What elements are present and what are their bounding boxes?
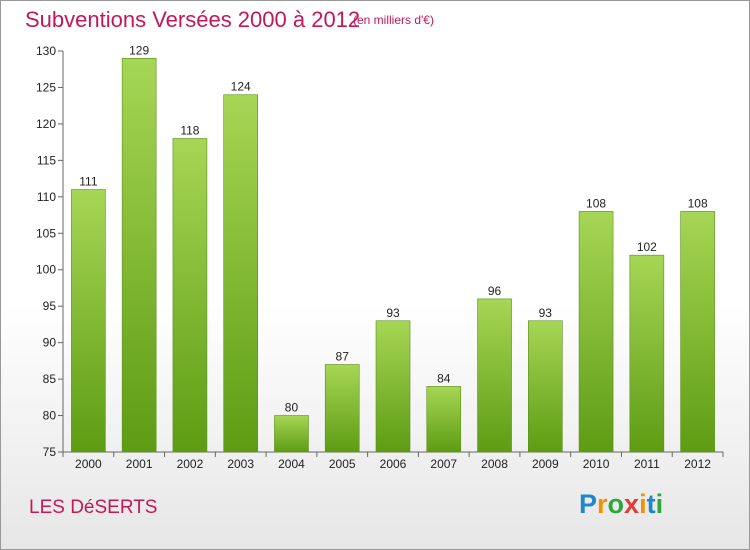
x-tick-label: 2001 [126, 457, 153, 471]
chart-title: Subventions Versées 2000 à 2012 [25, 7, 361, 32]
bars: 111 129 118 124 80 87 93 84 96 93 108 102 108 [71, 43, 715, 453]
logo-letter: i [655, 489, 664, 519]
bar-2008 [477, 298, 512, 453]
bar-value-label: 80 [285, 401, 299, 415]
bar-2003 [223, 94, 258, 453]
bar-value-label: 108 [586, 196, 606, 210]
bar-2011 [629, 254, 665, 453]
x-tick-label: 2007 [430, 457, 457, 471]
y-tick-label: 120 [36, 117, 56, 131]
bar-2006 [375, 320, 411, 453]
bar-value-label: 108 [688, 196, 708, 210]
y-tick-label: 80 [43, 409, 57, 423]
bar-2005 [324, 364, 360, 453]
y-tick-label: 100 [36, 263, 56, 277]
x-tick-label: 2008 [481, 457, 508, 471]
bar-2000 [71, 189, 106, 453]
x-tick-label: 2010 [583, 457, 610, 471]
bar-value-label: 96 [488, 284, 502, 298]
commune-name: LES DéSERTS [29, 497, 158, 518]
logo-letter: i [639, 489, 647, 519]
bar-value-label: 87 [336, 350, 350, 364]
y-tick-label: 105 [36, 226, 56, 240]
logo-letter: x [624, 489, 640, 519]
unit-label: (en milliers d'€) [353, 13, 434, 27]
bar-value-label: 118 [180, 123, 199, 137]
x-tick-label: 2004 [278, 457, 305, 471]
y-tick-label: 75 [43, 445, 57, 459]
x-tick-label: 2006 [380, 457, 407, 471]
logo-letter: r [597, 489, 608, 519]
bar-2007 [426, 386, 462, 453]
bar-value-label: 124 [231, 80, 251, 94]
bar-2009 [528, 320, 563, 453]
x-tick-label: 2003 [227, 457, 254, 471]
bar-2002 [172, 138, 208, 453]
bar-value-label: 84 [437, 371, 451, 385]
x-tick-label: 2009 [532, 457, 559, 471]
bar-2001 [121, 57, 157, 453]
y-tick-label: 85 [43, 372, 57, 386]
proxiti-logo: Proxiti [579, 489, 663, 520]
bar-2004 [274, 415, 309, 453]
logo-letter: P [579, 489, 598, 519]
x-tick-label: 2012 [684, 457, 711, 471]
x-tick-label: 2011 [634, 457, 660, 471]
logo-letter: t [646, 489, 656, 519]
bar-value-label: 93 [539, 306, 553, 320]
bar-value-label: 102 [637, 240, 657, 254]
y-tick-label: 125 [36, 80, 56, 94]
bar-value-label: 111 [79, 175, 98, 189]
bar-value-label: 93 [386, 306, 400, 320]
x-tick-label: 2000 [75, 457, 102, 471]
x-tick-label: 2002 [177, 457, 204, 471]
x-axis: 2000 2001 2002 2003 2004 2005 2006 2007 2008 2009… [62, 451, 724, 471]
x-tick-label: 2005 [329, 457, 356, 471]
bar-2010 [578, 211, 614, 453]
y-tick-label: 95 [43, 299, 57, 313]
y-axis: 75 80 85 90 95 100 105 110 115 120 125 130 [36, 44, 64, 459]
bar-value-label: 129 [129, 43, 149, 57]
y-tick-label: 130 [36, 44, 56, 58]
y-tick-label: 115 [37, 153, 56, 167]
y-tick-label: 110 [37, 190, 56, 204]
bar-2012 [680, 211, 715, 453]
logo-letter: o [607, 489, 625, 519]
y-tick-label: 90 [43, 336, 57, 350]
